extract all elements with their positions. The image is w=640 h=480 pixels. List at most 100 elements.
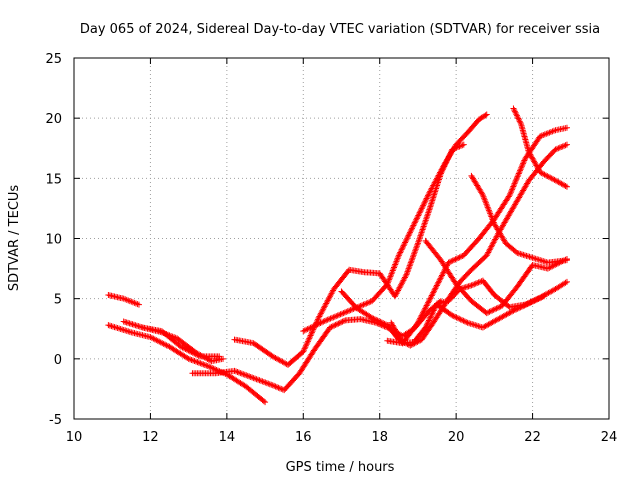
data-point xyxy=(455,254,462,261)
data-point xyxy=(265,380,272,387)
data-point xyxy=(241,371,248,378)
data-point xyxy=(399,245,406,252)
data-point xyxy=(410,222,417,229)
data-point xyxy=(190,357,197,364)
data-point xyxy=(220,355,227,362)
data-point xyxy=(204,363,211,370)
data-point xyxy=(562,182,569,189)
data-point xyxy=(402,239,409,246)
data-point xyxy=(507,189,514,196)
data-point xyxy=(327,315,334,322)
data-point xyxy=(452,313,459,320)
data-point xyxy=(515,115,522,122)
data-point xyxy=(429,308,436,315)
data-point xyxy=(269,382,276,389)
data-point xyxy=(263,380,270,387)
data-point xyxy=(516,116,523,123)
data-point xyxy=(510,105,517,112)
data-point xyxy=(562,279,569,286)
data-point xyxy=(492,306,499,313)
data-point xyxy=(340,310,347,317)
data-point xyxy=(422,324,429,331)
data-point xyxy=(516,169,523,176)
data-point xyxy=(333,313,340,320)
data-point xyxy=(489,307,496,314)
data-point xyxy=(405,232,412,239)
data-point xyxy=(419,203,426,210)
data-point xyxy=(380,320,387,327)
data-point xyxy=(343,308,350,315)
data-point xyxy=(436,278,443,285)
data-point xyxy=(404,235,411,242)
data-point xyxy=(180,345,187,352)
data-point xyxy=(420,202,427,209)
data-point xyxy=(397,249,404,256)
data-point xyxy=(148,334,155,341)
data-point xyxy=(539,293,546,300)
data-point xyxy=(436,276,443,283)
data-point xyxy=(255,376,262,383)
data-point xyxy=(308,331,315,338)
data-point xyxy=(266,381,273,388)
data-point xyxy=(461,318,468,325)
data-point xyxy=(412,246,419,253)
data-point xyxy=(209,364,216,371)
data-point xyxy=(515,171,522,178)
data-point xyxy=(376,318,383,325)
series-track-e xyxy=(189,298,444,394)
data-point xyxy=(405,267,412,274)
data-point xyxy=(414,319,421,326)
data-point xyxy=(468,282,475,289)
data-point xyxy=(234,368,241,375)
data-point xyxy=(271,382,278,389)
data-point xyxy=(410,253,417,260)
data-point xyxy=(505,193,512,200)
data-point xyxy=(446,258,453,265)
data-point xyxy=(408,256,415,263)
data-point xyxy=(314,321,321,328)
data-point xyxy=(427,314,434,321)
data-point xyxy=(534,296,541,303)
y-tick-label: 15 xyxy=(45,172,62,187)
data-point xyxy=(525,300,532,307)
y-tick-label: 10 xyxy=(45,233,62,248)
series-track-d xyxy=(139,324,227,365)
data-point xyxy=(558,144,565,151)
data-point xyxy=(426,316,433,323)
data-point xyxy=(424,320,431,327)
data-point xyxy=(427,313,434,320)
data-point xyxy=(514,114,521,121)
data-point xyxy=(538,294,545,301)
series-track-a xyxy=(105,292,142,308)
data-point xyxy=(191,358,198,365)
data-point xyxy=(456,254,463,261)
data-point xyxy=(329,323,336,330)
data-point xyxy=(510,307,517,314)
data-point xyxy=(421,306,428,313)
data-point xyxy=(445,259,452,266)
data-point xyxy=(406,262,413,269)
data-point xyxy=(429,310,436,317)
data-point xyxy=(370,315,377,322)
y-tick-label: 5 xyxy=(54,293,62,308)
data-point xyxy=(541,293,548,300)
data-point xyxy=(460,317,467,324)
data-point xyxy=(494,304,501,311)
data-point xyxy=(157,339,164,346)
data-point xyxy=(407,228,414,235)
data-point xyxy=(395,252,402,259)
data-point xyxy=(427,295,434,302)
data-point xyxy=(518,303,525,310)
data-point xyxy=(517,119,524,126)
data-point xyxy=(424,194,431,201)
data-point xyxy=(432,285,439,292)
data-point xyxy=(262,379,269,386)
data-point xyxy=(406,229,413,236)
data-point xyxy=(474,280,481,287)
data-point xyxy=(487,308,494,315)
data-point xyxy=(240,371,247,378)
data-point xyxy=(338,319,345,326)
data-point xyxy=(317,320,324,327)
data-point xyxy=(417,314,424,321)
